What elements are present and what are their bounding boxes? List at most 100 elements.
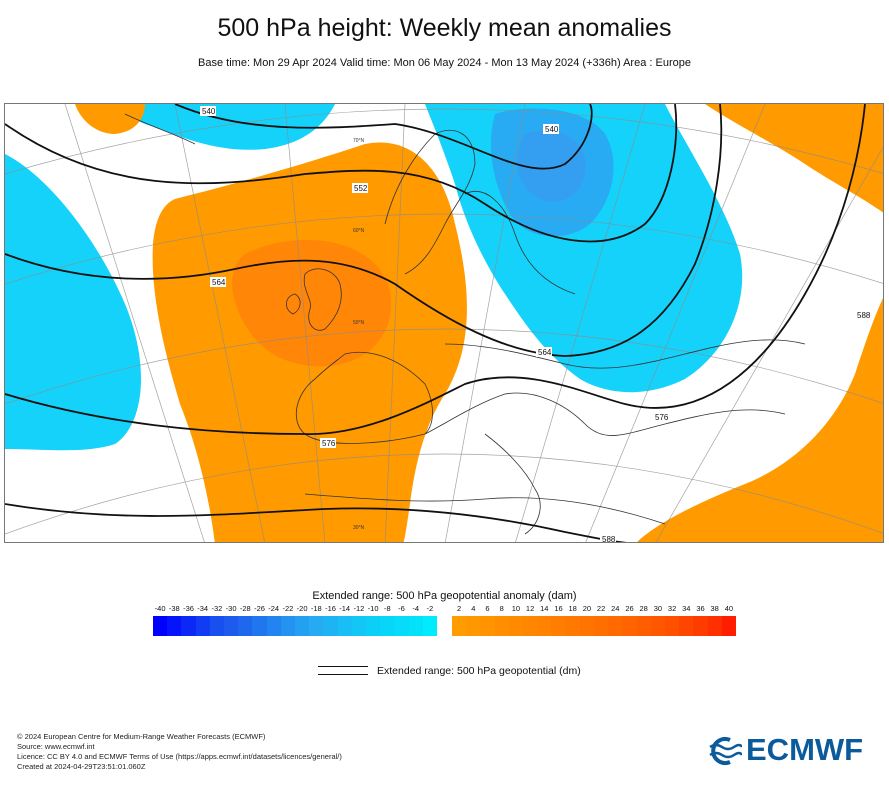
colorbar-tick-label: 28 <box>639 604 648 613</box>
contour-label-bg <box>352 183 368 193</box>
colorbar-cell <box>252 616 267 636</box>
colorbar-tick-label: -12 <box>353 604 365 613</box>
negative-anomaly-west <box>5 154 142 451</box>
colorbar-cell <box>508 616 524 636</box>
colorbar-cell <box>167 616 182 636</box>
colorbar-tick-label: -24 <box>268 604 280 613</box>
colorbar-cell <box>466 616 481 636</box>
negative-anomaly-north <box>105 104 335 150</box>
colorbar-cell <box>266 616 281 636</box>
contour-label-bg <box>600 534 616 542</box>
graticule-label: 70°N <box>353 138 365 144</box>
contour-label: 564 <box>538 348 552 357</box>
contour-label-bg <box>320 438 336 448</box>
contour-label: 540 <box>202 107 216 116</box>
graticule-label-group: 70°N 60°N 50°N 30°N <box>353 138 365 531</box>
chart-subtitle: Base time: Mon 29 Apr 2024 Valid time: M… <box>198 57 691 69</box>
ecmwf-logo: ECMWF <box>706 732 876 768</box>
colorbar-cell <box>665 616 680 636</box>
footer-line: Source: www.ecmwf.int <box>17 742 95 751</box>
colorbar-cell <box>153 616 168 636</box>
contour-576 <box>5 104 866 435</box>
colorbar-tick-label: -10 <box>367 604 379 613</box>
colorbar-cell <box>280 616 296 636</box>
contour-label: 588 <box>602 535 616 543</box>
contour-line-sample <box>318 666 368 667</box>
colorbar-cell <box>323 616 338 636</box>
colorbar-cell <box>650 616 666 636</box>
colorbar-tick-label: 20 <box>582 604 592 613</box>
colorbar-cell <box>721 616 737 636</box>
contour-label: 588 <box>857 311 871 320</box>
contour-label-bg <box>200 106 216 116</box>
colorbar-cell <box>366 616 381 636</box>
colorbar-cell <box>380 616 395 636</box>
colorbar-tick-label: 8 <box>499 604 504 613</box>
ecmwf-logo-text: ECMWF <box>746 732 864 767</box>
colorbar-tick-label: 30 <box>653 604 663 613</box>
colorbar-cell <box>408 616 423 636</box>
colorbar-tick-label: -30 <box>225 604 237 613</box>
colorbar-cell <box>295 616 310 636</box>
contour-label: 576 <box>655 413 669 422</box>
positive-anomaly-north-atlantic <box>75 104 145 134</box>
colorbar-cell <box>394 616 409 636</box>
colorbar-tick-label: 16 <box>554 604 563 613</box>
colorbar-tick-label: 26 <box>625 604 634 613</box>
colorbar-tick-label: -14 <box>339 604 351 613</box>
colorbar-tick-label: 18 <box>568 604 577 613</box>
contour-label-bg <box>855 310 871 320</box>
colorbar-cell <box>224 616 239 636</box>
colorbar-cell <box>452 616 467 636</box>
colorbar-tick-label: -16 <box>325 604 336 613</box>
graticule-label: 30°N <box>353 525 365 531</box>
footer-line: © 2024 European Centre for Medium-Range … <box>17 732 266 741</box>
colorbar-tick-label: 22 <box>596 604 606 613</box>
colorbar-cell <box>209 616 225 636</box>
colorbar-cell <box>636 616 651 636</box>
map-panel: 540 540 552 564 564 576 576 588 588 70°N… <box>4 103 884 543</box>
colorbar-tick-label: 40 <box>724 604 734 613</box>
colorbar-tick-label: 12 <box>525 604 535 613</box>
colorbar-cell <box>551 616 566 636</box>
contour-label: 576 <box>322 439 336 448</box>
colorbar-cell <box>622 616 637 636</box>
contour-label-bg <box>210 277 226 287</box>
colorbar-tick-label: -32 <box>211 604 223 613</box>
footer-line: Licence: CC BY 4.0 and ECMWF Terms of Us… <box>17 752 342 761</box>
contour-line-legend-label: Extended range: 500 hPa geopotential (dm… <box>377 665 581 677</box>
colorbar-tick-label: -4 <box>412 604 420 613</box>
colorbar-cell <box>707 616 722 636</box>
colorbar-tick-label: -2 <box>426 604 434 613</box>
colorbar-tick-label: -20 <box>296 604 308 613</box>
colorbar-cell <box>693 616 708 636</box>
colorbar-cell <box>679 616 694 636</box>
colorbar-tick-label: -26 <box>254 604 265 613</box>
colorbar-cell <box>238 616 253 636</box>
positive-anomaly-core <box>232 240 392 367</box>
contour-label: 552 <box>354 184 368 193</box>
colorbar-tick-label: -8 <box>383 604 391 613</box>
colorbar-cell <box>608 616 623 636</box>
ecmwf-emblem-icon <box>709 737 742 765</box>
graticule <box>5 104 883 542</box>
colorbar-cell <box>351 616 367 636</box>
colorbar-cell <box>480 616 495 636</box>
colorbar-tick-label: -28 <box>239 604 251 613</box>
colorbar-tick-label: 32 <box>667 604 677 613</box>
colorbar-tick-label: 4 <box>471 604 476 613</box>
colorbar-tick-label: 6 <box>485 604 490 613</box>
colorbar-cell <box>594 616 609 636</box>
colorbar-cell <box>537 616 552 636</box>
contour-label-bg <box>653 412 669 422</box>
colorbar-cell <box>565 616 580 636</box>
contour-label-bg <box>536 347 552 357</box>
colorbar-cell <box>337 616 352 636</box>
colorbar-tick-label: 10 <box>511 604 521 613</box>
anomaly-legend-title: Extended range: 500 hPa geopotential ano… <box>312 590 577 602</box>
contour-label-group: 540 540 552 564 564 576 576 588 588 <box>200 106 871 543</box>
colorbar-tick-label: -36 <box>183 604 194 613</box>
colorbar-tick-label: -6 <box>398 604 405 613</box>
map-svg: 540 540 552 564 564 576 576 588 588 70°N… <box>5 104 883 543</box>
graticule-label: 60°N <box>353 228 365 234</box>
